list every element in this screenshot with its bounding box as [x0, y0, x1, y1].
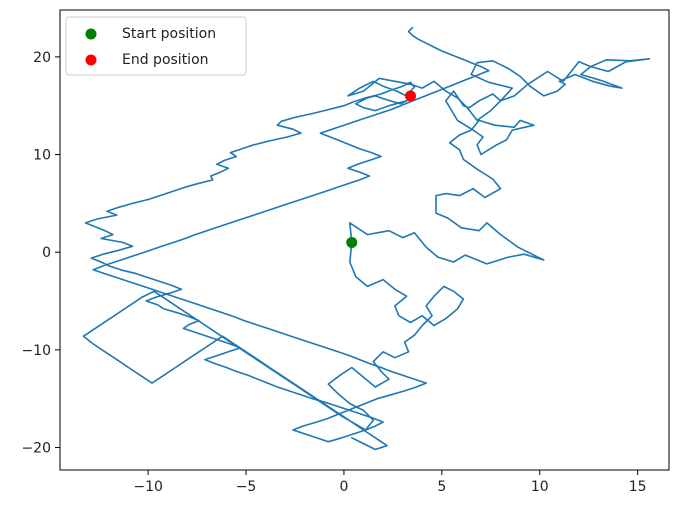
- y-tick-label: 0: [42, 245, 51, 261]
- legend: Start position End position: [65, 16, 247, 76]
- walk-path-segment-2: [82, 241, 465, 451]
- plot-area: [82, 26, 651, 451]
- start-position-marker: [346, 236, 358, 248]
- y-tick-label: −20: [21, 441, 51, 457]
- legend-end-label: End position: [122, 52, 209, 68]
- x-axis: −10 −5 0 5 10 15: [133, 470, 647, 495]
- y-tick-label: 20: [33, 50, 51, 66]
- y-tick-label: 10: [33, 148, 51, 164]
- x-tick-label: −10: [133, 479, 163, 495]
- legend-end-marker: [85, 54, 97, 66]
- walk-path-segment-1: [84, 26, 651, 443]
- x-tick-label: 15: [629, 479, 647, 495]
- end-position-marker: [405, 90, 417, 102]
- axes-frame: [59, 9, 670, 471]
- x-tick-label: −5: [236, 479, 257, 495]
- legend-start-marker: [85, 28, 97, 40]
- x-tick-label: 5: [437, 479, 446, 495]
- y-axis: −20 −10 0 10 20: [21, 50, 60, 457]
- legend-start-label: Start position: [122, 26, 216, 42]
- legend-box: [65, 16, 247, 76]
- y-tick-label: −10: [21, 343, 51, 359]
- x-tick-label: 10: [531, 479, 549, 495]
- x-tick-label: 0: [339, 479, 348, 495]
